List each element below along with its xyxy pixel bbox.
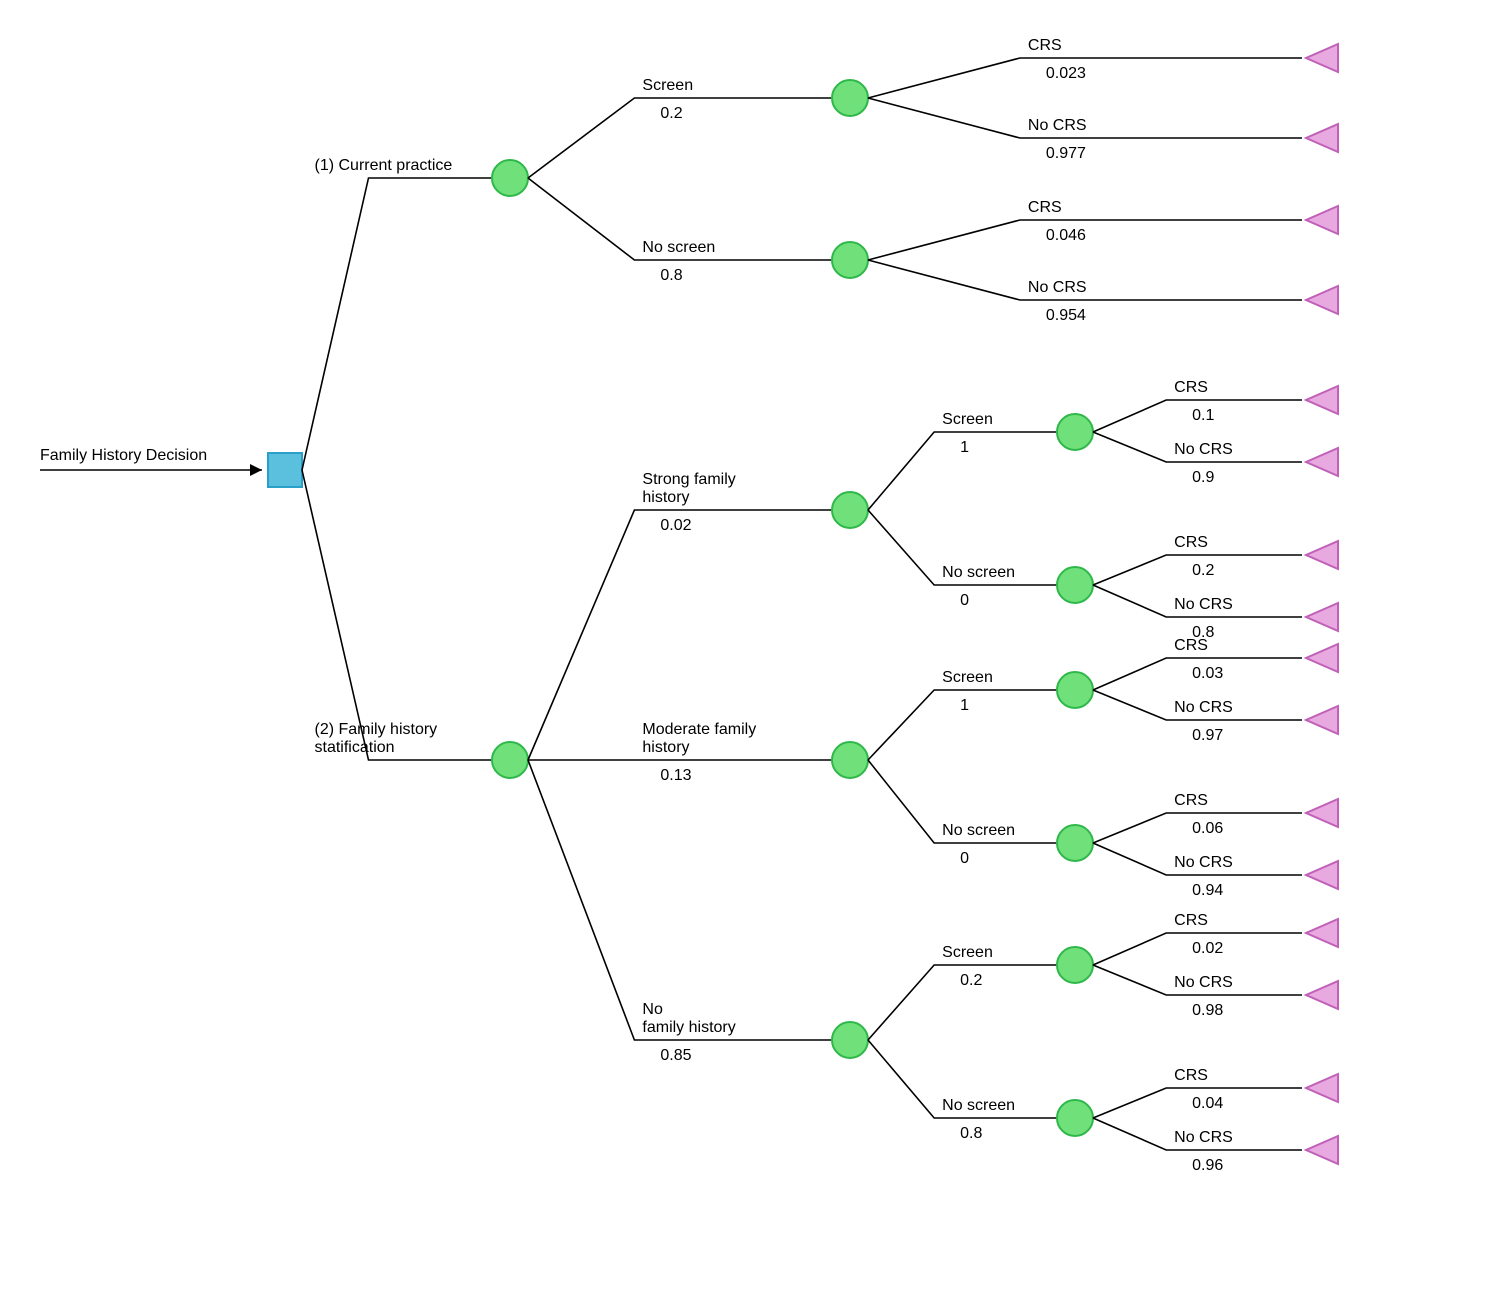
strong-screen-label-1: No CRS bbox=[1174, 441, 1233, 458]
cur-noscreen-terminal-0 bbox=[1306, 206, 1338, 234]
moderate-label-1: No screen bbox=[942, 822, 1015, 839]
mod-screen-terminal-1 bbox=[1306, 706, 1338, 734]
stratify-chance-2 bbox=[832, 1022, 868, 1058]
cur-noscreen-terminal-1 bbox=[1306, 286, 1338, 314]
level1-chance-1 bbox=[492, 742, 528, 778]
no-screen-label-0: CRS bbox=[1174, 912, 1208, 929]
mod-noscreen-terminal-0 bbox=[1306, 799, 1338, 827]
stratify-prob-1: 0.13 bbox=[660, 767, 691, 784]
strong-chance-1 bbox=[1057, 567, 1093, 603]
stratify-label-1: Moderate familyhistory bbox=[642, 721, 756, 756]
stratify-chance-1 bbox=[832, 742, 868, 778]
stratify-chance-0 bbox=[832, 492, 868, 528]
strong-chance-0 bbox=[1057, 414, 1093, 450]
stratify-label-2: Nofamily history bbox=[642, 1001, 735, 1036]
nohist-chance-0 bbox=[1057, 947, 1093, 983]
cur-screen-prob-1: 0.977 bbox=[1046, 145, 1086, 162]
moderate-prob-0: 1 bbox=[960, 697, 969, 714]
moderate-chance-0 bbox=[1057, 672, 1093, 708]
moderate-prob-1: 0 bbox=[960, 850, 969, 867]
no-screen-terminal-0 bbox=[1306, 919, 1338, 947]
cur-noscreen-label-0: CRS bbox=[1028, 199, 1062, 216]
stratify-prob-2: 0.85 bbox=[660, 1047, 691, 1064]
stratify-prob-0: 0.02 bbox=[660, 517, 691, 534]
decision-node-root bbox=[268, 453, 302, 487]
nohist-label-0: Screen bbox=[942, 944, 993, 961]
strong-noscreen-label-1: No CRS bbox=[1174, 596, 1233, 613]
cur-noscreen-prob-0: 0.046 bbox=[1046, 227, 1086, 244]
strong-noscreen-label-0: CRS bbox=[1174, 534, 1208, 551]
cur-screen-prob-0: 0.023 bbox=[1046, 65, 1086, 82]
stratify-label-0: Strong familyhistory bbox=[642, 471, 735, 506]
root-label: Family History Decision bbox=[40, 447, 207, 464]
level1-label-1: (2) Family historystatification bbox=[315, 721, 438, 756]
mod-noscreen-label-1: No CRS bbox=[1174, 854, 1233, 871]
cur-screen-terminal-0 bbox=[1306, 44, 1338, 72]
cur-noscreen-label-1: No CRS bbox=[1028, 279, 1087, 296]
nohist-chance-1 bbox=[1057, 1100, 1093, 1136]
no-screen-label-1: No CRS bbox=[1174, 974, 1233, 991]
nohist-prob-1: 0.8 bbox=[960, 1125, 982, 1142]
decision-tree-diagram: Family History Decision (1) Current pract… bbox=[0, 0, 1500, 1297]
no-noscreen-prob-1: 0.96 bbox=[1192, 1157, 1223, 1174]
level1-chance-0 bbox=[492, 160, 528, 196]
mod-noscreen-prob-1: 0.94 bbox=[1192, 882, 1223, 899]
no-noscreen-label-0: CRS bbox=[1174, 1067, 1208, 1084]
level1-label-0: (1) Current practice bbox=[315, 157, 453, 174]
strong-prob-1: 0 bbox=[960, 592, 969, 609]
mod-noscreen-prob-0: 0.06 bbox=[1192, 820, 1223, 837]
no-noscreen-label-1: No CRS bbox=[1174, 1129, 1233, 1146]
mod-screen-prob-0: 0.03 bbox=[1192, 665, 1223, 682]
root-arrowhead bbox=[250, 464, 262, 476]
current-prob-0: 0.2 bbox=[660, 105, 682, 122]
strong-screen-terminal-1 bbox=[1306, 448, 1338, 476]
strong-screen-prob-1: 0.9 bbox=[1192, 469, 1214, 486]
mod-noscreen-terminal-1 bbox=[1306, 861, 1338, 889]
strong-noscreen-terminal-0 bbox=[1306, 541, 1338, 569]
mod-screen-label-1: No CRS bbox=[1174, 699, 1233, 716]
strong-prob-0: 1 bbox=[960, 439, 969, 456]
nohist-prob-0: 0.2 bbox=[960, 972, 982, 989]
current-label-1: No screen bbox=[642, 239, 715, 256]
strong-label-0: Screen bbox=[942, 411, 993, 428]
mod-screen-terminal-0 bbox=[1306, 644, 1338, 672]
no-noscreen-terminal-1 bbox=[1306, 1136, 1338, 1164]
cur-screen-terminal-1 bbox=[1306, 124, 1338, 152]
strong-label-1: No screen bbox=[942, 564, 1015, 581]
strong-screen-label-0: CRS bbox=[1174, 379, 1208, 396]
no-screen-terminal-1 bbox=[1306, 981, 1338, 1009]
cur-screen-label-1: No CRS bbox=[1028, 117, 1087, 134]
strong-screen-terminal-0 bbox=[1306, 386, 1338, 414]
no-screen-prob-0: 0.02 bbox=[1192, 940, 1223, 957]
strong-noscreen-prob-0: 0.2 bbox=[1192, 562, 1214, 579]
no-noscreen-prob-0: 0.04 bbox=[1192, 1095, 1223, 1112]
moderate-label-0: Screen bbox=[942, 669, 993, 686]
strong-noscreen-terminal-1 bbox=[1306, 603, 1338, 631]
strong-screen-prob-0: 0.1 bbox=[1192, 407, 1214, 424]
cur-noscreen-prob-1: 0.954 bbox=[1046, 307, 1086, 324]
current-prob-1: 0.8 bbox=[660, 267, 682, 284]
cur-screen-label-0: CRS bbox=[1028, 37, 1062, 54]
nohist-label-1: No screen bbox=[942, 1097, 1015, 1114]
current-chance-0 bbox=[832, 80, 868, 116]
current-label-0: Screen bbox=[642, 77, 693, 94]
mod-noscreen-label-0: CRS bbox=[1174, 792, 1208, 809]
current-chance-1 bbox=[832, 242, 868, 278]
no-screen-prob-1: 0.98 bbox=[1192, 1002, 1223, 1019]
no-noscreen-terminal-0 bbox=[1306, 1074, 1338, 1102]
moderate-chance-1 bbox=[1057, 825, 1093, 861]
mod-screen-label-0: CRS bbox=[1174, 637, 1208, 654]
mod-screen-prob-1: 0.97 bbox=[1192, 727, 1223, 744]
